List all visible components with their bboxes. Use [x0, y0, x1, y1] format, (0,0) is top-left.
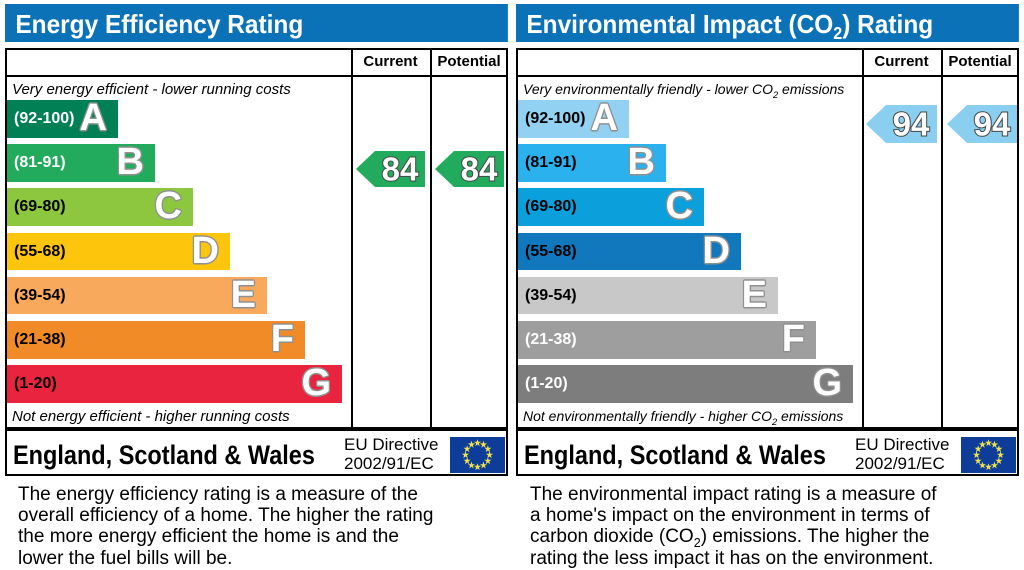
svg-text:84: 84 — [382, 151, 419, 187]
svg-text:94: 94 — [893, 106, 930, 143]
svg-text:94: 94 — [974, 106, 1011, 143]
svg-text:84: 84 — [461, 151, 498, 187]
